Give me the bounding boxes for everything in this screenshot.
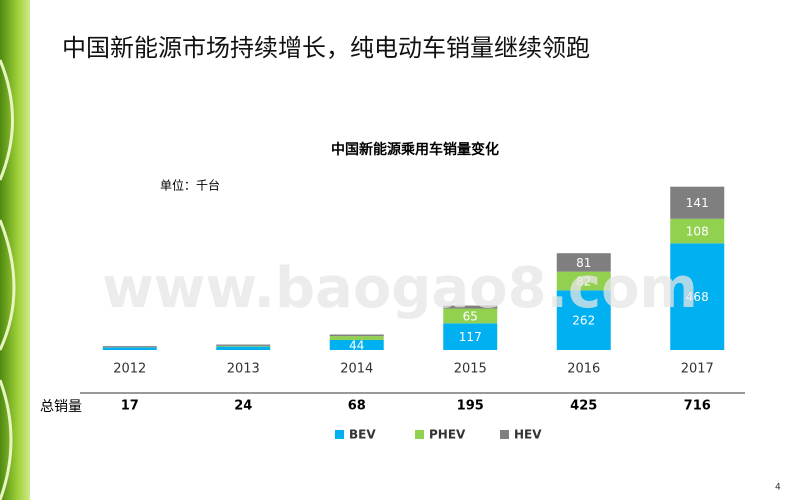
data-label: 117 bbox=[459, 330, 482, 344]
bar-segment bbox=[216, 344, 271, 346]
data-label: 81 bbox=[576, 256, 591, 270]
x-tick-label: 2013 bbox=[227, 362, 260, 377]
data-label: 44 bbox=[349, 338, 364, 352]
data-label: 262 bbox=[572, 314, 595, 328]
unit-label: 单位：千台 bbox=[160, 178, 220, 193]
legend-label: HEV bbox=[514, 428, 542, 442]
data-label: 141 bbox=[686, 196, 709, 210]
x-tick-label: 2015 bbox=[454, 362, 487, 377]
bar-segment bbox=[443, 305, 498, 309]
bar-segment bbox=[216, 346, 271, 350]
total-label: 24 bbox=[234, 399, 252, 414]
bar-segment bbox=[670, 243, 725, 350]
side-decoration bbox=[0, 0, 30, 500]
bar-segment bbox=[556, 271, 611, 291]
data-label: 108 bbox=[686, 225, 709, 239]
total-label: 425 bbox=[570, 399, 597, 414]
bar-segment bbox=[329, 334, 384, 337]
bar-segment bbox=[102, 347, 157, 350]
bar-segment bbox=[556, 290, 611, 350]
legend-swatch bbox=[500, 430, 509, 439]
legend-swatch bbox=[415, 430, 424, 439]
total-label: 17 bbox=[121, 399, 139, 414]
total-label: 68 bbox=[348, 399, 366, 414]
x-tick-label: 2016 bbox=[567, 362, 600, 377]
slide-title: 中国新能源市场持续增长，纯电动车销量继续领跑 bbox=[62, 34, 590, 62]
bar-segment bbox=[443, 308, 498, 324]
chart-title: 中国新能源乘用车销量变化 bbox=[331, 141, 499, 158]
total-label: 716 bbox=[684, 399, 711, 414]
legend-swatch bbox=[335, 430, 344, 439]
bar-segment bbox=[329, 336, 384, 340]
data-label: 82 bbox=[576, 274, 591, 288]
page-number: 4 bbox=[775, 483, 781, 493]
total-label: 195 bbox=[457, 399, 484, 414]
bar-segment bbox=[670, 218, 725, 244]
bar-segment bbox=[556, 253, 611, 272]
data-label: 65 bbox=[463, 309, 478, 323]
bar-segment bbox=[102, 346, 157, 348]
bar-segment bbox=[670, 186, 725, 219]
totals-label: 总销量 bbox=[40, 399, 82, 415]
x-tick-label: 2014 bbox=[340, 362, 373, 377]
watermark: www.baogao8.com bbox=[102, 256, 698, 321]
data-label: 468 bbox=[686, 290, 709, 304]
legend-label: PHEV bbox=[429, 428, 466, 442]
bar-segment bbox=[216, 345, 271, 347]
bar-segment bbox=[443, 323, 498, 350]
bar-segment bbox=[329, 339, 384, 350]
legend-label: BEV bbox=[349, 428, 376, 442]
x-tick-label: 2012 bbox=[113, 362, 146, 377]
x-tick-label: 2017 bbox=[681, 362, 714, 377]
